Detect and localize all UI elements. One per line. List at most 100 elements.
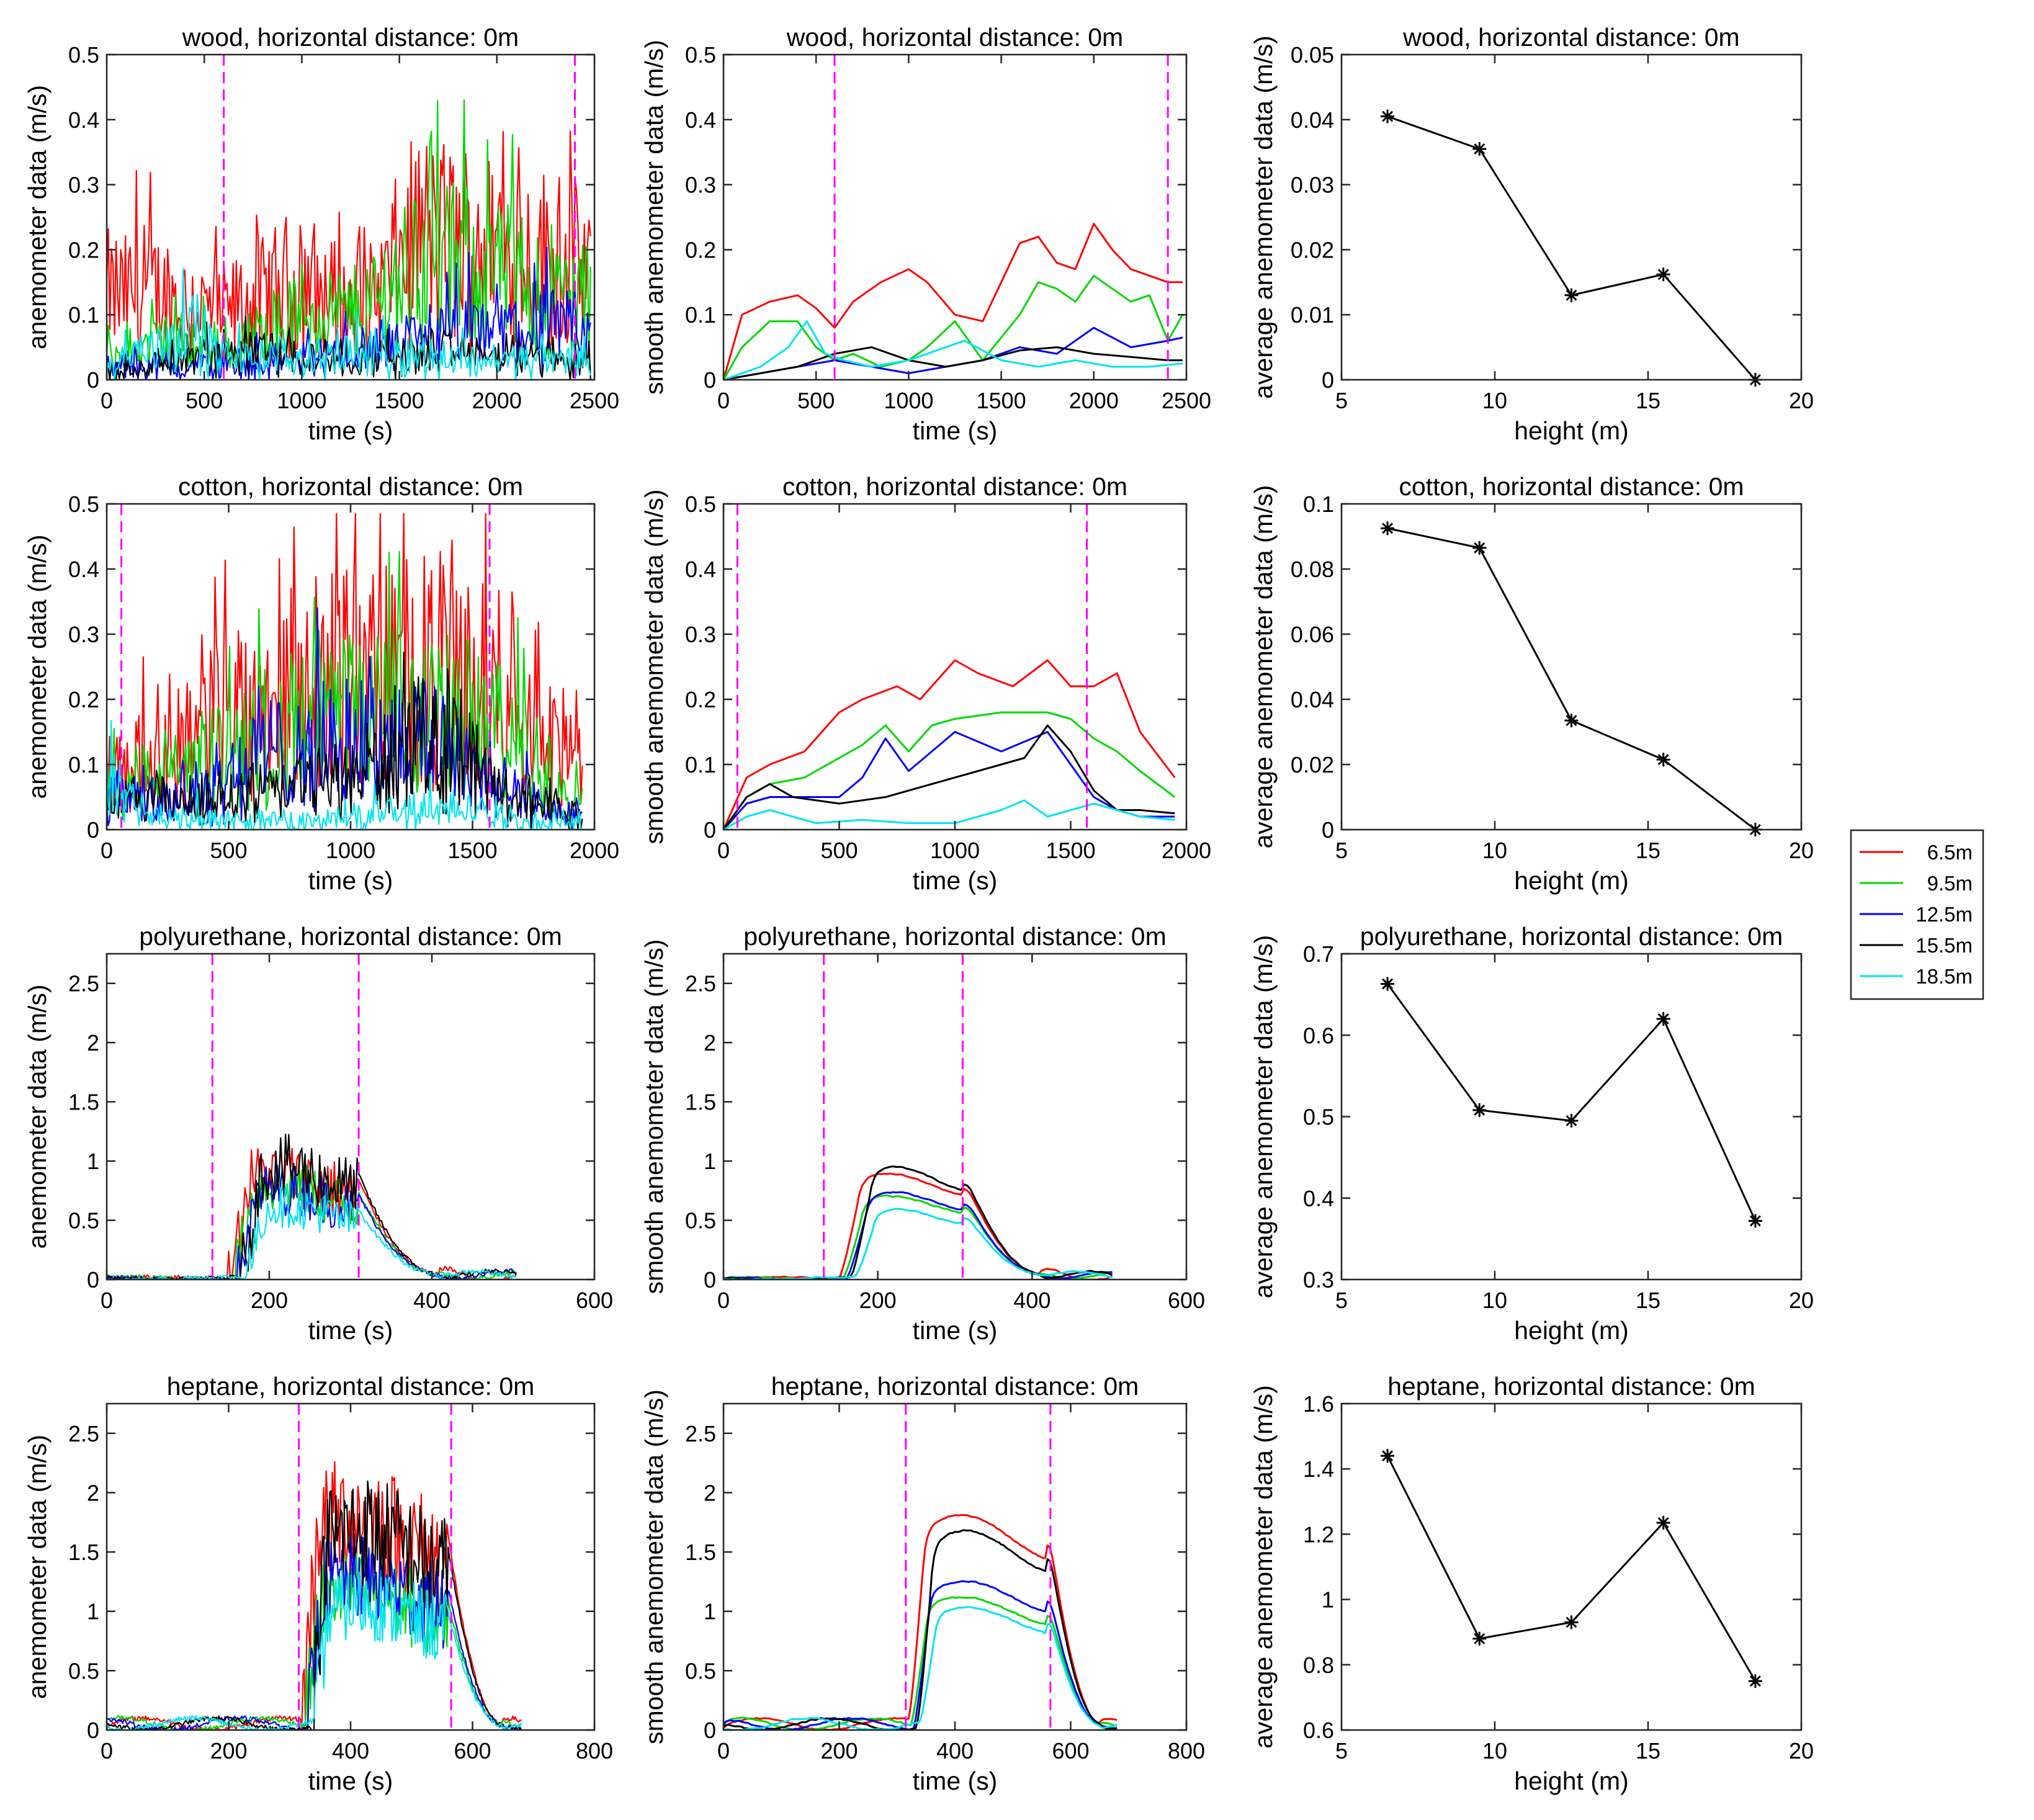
x-tick-label: 1500 [447, 838, 497, 863]
y-tick-label: 1 [704, 1149, 716, 1174]
series-group [107, 513, 583, 830]
plot-area [1342, 1404, 1801, 1730]
y-tick-label: 1 [1322, 1587, 1334, 1613]
y-tick-label: 2.5 [685, 971, 716, 997]
series-line-9.5m [724, 274, 1184, 380]
x-tick-label: 800 [1168, 1738, 1205, 1764]
data-point [1472, 141, 1487, 156]
x-tick-label: 500 [210, 838, 247, 863]
x-tick-label: 400 [332, 1738, 369, 1764]
y-axis-label: anemometer data (m/s) [23, 85, 52, 349]
series-group [724, 1165, 1113, 1280]
series-line-6.5m [724, 223, 1183, 380]
y-tick-label: 0 [704, 817, 716, 843]
legend-item-18.5m: 18.5m [1860, 965, 1973, 988]
series-line-6.5m [724, 659, 1176, 830]
x-tick-label: 200 [820, 1738, 858, 1764]
series-line-15.5m [107, 652, 583, 830]
y-tick-label: 2 [87, 1030, 99, 1056]
series-line-18.5m [107, 720, 583, 830]
series-group [107, 99, 591, 380]
subplot-2-2: 0 500 1000 1500 2000 0 0.1 0.2 0.3 0.4 0.5 cotton, … [640, 472, 1211, 895]
y-tick-label: 0.2 [68, 687, 99, 712]
x-tick-label: 500 [797, 388, 835, 413]
y-tick-label: 0.1 [68, 752, 99, 778]
x-tick-label: 2000 [472, 388, 522, 413]
x-axis-label: height (m) [1514, 866, 1629, 895]
x-axis-label: time (s) [913, 416, 998, 445]
y-tick-label: 0 [704, 1718, 716, 1743]
x-tick-label: 2500 [570, 388, 619, 413]
y-tick-label: 0.1 [1303, 491, 1334, 517]
data-point [1564, 1615, 1579, 1629]
series-line-9.5m [724, 711, 1176, 830]
series-line-18.5m [107, 1569, 522, 1730]
axes-box [722, 53, 1188, 381]
x-tick-label: 0 [101, 838, 113, 863]
y-tick-label: 0 [87, 1718, 99, 1743]
data-point [1472, 1631, 1487, 1646]
series-line-18.5m [107, 1185, 517, 1280]
y-axis-label: smooth anemometer data (m/s) [640, 939, 668, 1294]
x-tick-label: 1000 [326, 838, 375, 863]
y-axis-label: smooth anemometer data (m/s) [640, 40, 668, 395]
data-point [1656, 753, 1670, 767]
y-axis-label: anemometer data (m/s) [23, 984, 52, 1248]
y-axis-label: average anemometer data (m/s) [1249, 935, 1278, 1299]
y-tick-label: 0.4 [68, 557, 99, 582]
y-tick-label: 0.4 [1303, 1186, 1334, 1211]
legend-item-6.5m: 6.5m [1860, 841, 1973, 864]
subplot-2-3: 5 10 15 20 0 0.02 0.04 0.06 0.08 0.1 cotton, horiz… [1249, 472, 1814, 895]
x-tick-label: 5 [1335, 1738, 1348, 1764]
data-point [1656, 1515, 1670, 1530]
y-tick-label: 1.6 [1303, 1391, 1334, 1417]
y-tick-label: 0.04 [1291, 687, 1334, 712]
plot-area [724, 954, 1186, 1280]
x-axis-label: time (s) [913, 1767, 998, 1795]
y-tick-label: 0 [1322, 817, 1334, 843]
subplot-3-1: 0 200 400 600 0 0.5 1 1.5 2 2.5 polyurethane, hori… [23, 922, 613, 1345]
y-tick-label: 1 [87, 1599, 99, 1625]
series-group [724, 223, 1184, 380]
y-tick-label: 0.5 [68, 1658, 99, 1683]
x-tick-label: 0 [717, 1288, 730, 1313]
y-tick-label: 0 [87, 1267, 99, 1293]
y-tick-label: 0.2 [68, 237, 99, 262]
subplot-1-1: 0 500 1000 1500 2000 2500 0 0.1 0.2 0.3 0.4 0.5 wood… [23, 23, 619, 445]
legend: 6.5m 9.5m 12.5m 15.5m 18.5m [1850, 829, 1984, 1000]
legend-label: 12.5m [1915, 903, 1973, 926]
y-tick-label: 0.2 [685, 237, 716, 262]
series-line-18.5m [724, 799, 1175, 830]
x-axis-label: time (s) [913, 866, 998, 895]
x-tick-label: 2000 [1069, 388, 1119, 413]
y-tick-label: 1.5 [685, 1540, 716, 1565]
axes-box [1340, 503, 1803, 831]
subplot-title: polyurethane, horizontal distance: 0m [1360, 922, 1783, 951]
y-axis-label: smooth anemometer data (m/s) [640, 1389, 668, 1744]
y-tick-label: 0.04 [1291, 107, 1334, 133]
x-axis-label: time (s) [308, 416, 393, 445]
y-tick-label: 1.4 [1303, 1456, 1334, 1482]
y-tick-label: 0.5 [685, 1658, 716, 1683]
legend-label: 6.5m [1927, 841, 1973, 864]
series-group [107, 1461, 522, 1730]
legend-label: 9.5m [1927, 872, 1973, 895]
data-point [1564, 1114, 1579, 1128]
x-tick-label: 10 [1482, 388, 1507, 413]
legend-item-12.5m: 12.5m [1860, 903, 1973, 926]
y-tick-label: 0.1 [68, 302, 99, 328]
x-tick-label: 400 [1013, 1288, 1051, 1313]
data-point [1748, 1214, 1762, 1228]
subplot-grid: 0 500 1000 1500 2000 250000.10.20.30.40.5wood… [23, 23, 1814, 1795]
subplot-4-1: 0 200 400 600 800 0 0.5 1 1.5 2 2.5 heptane, horizo… [23, 1372, 613, 1795]
x-axis-label: height (m) [1514, 1767, 1629, 1795]
subplot-1-3: 5 10 15 20 0 0.01 0.02 0.03 0.04 0.05 wood, horizo… [1249, 23, 1814, 445]
subplot-title: wood, horizontal distance: 0m [1402, 23, 1739, 52]
legend-item-15.5m: 15.5m [1860, 934, 1973, 957]
y-tick-label: 0.3 [685, 622, 716, 647]
y-tick-label: 0.03 [1291, 173, 1334, 198]
x-tick-label: 5 [1335, 1288, 1348, 1313]
data-point [1656, 267, 1670, 282]
series-line-9.5m [724, 1596, 1118, 1730]
series-line-15.5m [724, 724, 1175, 830]
